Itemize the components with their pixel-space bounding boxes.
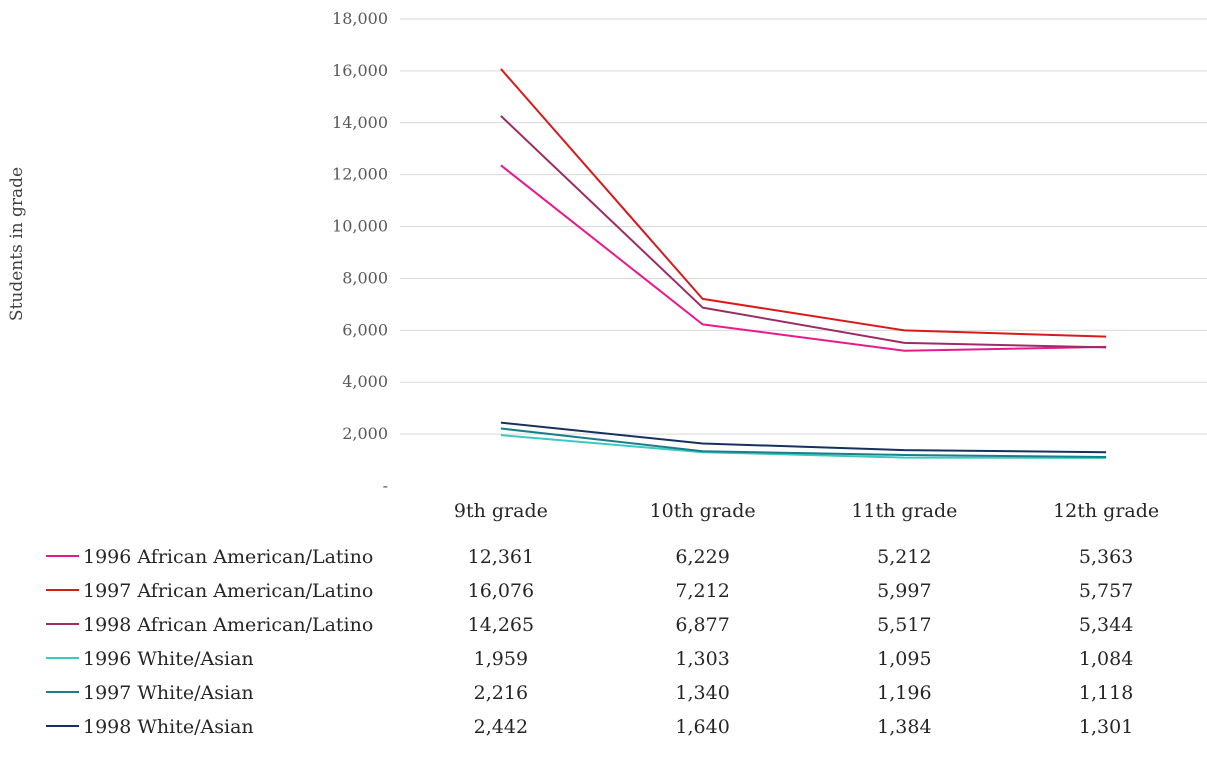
series-line [500,427,1107,458]
table-cell: 5,212 [877,546,931,568]
table-cell: 5,997 [877,580,931,602]
y-axis-label: Students in grade [7,167,27,321]
series-name: 1998 White/Asian [83,716,254,738]
y-tick-label: 4,000 [342,372,388,391]
y-tick-label: 6,000 [342,320,388,339]
y-tick-label: 16,000 [332,61,388,80]
table-cell: 5,517 [877,614,931,636]
series-lines [500,68,1107,459]
table-cell: 2,216 [474,682,528,704]
x-category-label: 10th grade [650,500,756,522]
series-name: 1998 African American/Latino [83,614,373,636]
table-cell: 1,384 [877,716,931,738]
series-name: 1997 White/Asian [83,682,254,704]
table-cell: 7,212 [675,580,729,602]
table-cell: 12,361 [468,546,534,568]
series-name: 1997 African American/Latino [83,580,373,602]
series-line [500,421,1107,454]
table-cell: 1,118 [1079,682,1133,704]
table-cell: 5,363 [1079,546,1133,568]
gridlines [400,18,1207,435]
y-tick-label: 12,000 [332,165,388,184]
table-cell: 2,442 [474,716,528,738]
series-line [500,68,1107,338]
y-tick-label: 10,000 [332,217,388,236]
series-name: 1996 White/Asian [83,648,254,670]
table-cell: 1,196 [877,682,931,704]
table-cell: 16,076 [468,580,534,602]
series-line [500,164,1107,352]
table-cell: 1,959 [474,648,528,670]
series-name: 1996 African American/Latino [83,546,373,568]
table-cell: 6,229 [675,546,729,568]
y-tick-label: 8,000 [342,268,388,287]
x-category-label: 12th grade [1053,500,1159,522]
table-cell: 1,303 [675,648,729,670]
table-cell: 1,340 [675,682,729,704]
table-cell: 6,877 [675,614,729,636]
y-tick-label: 14,000 [332,113,388,132]
data-table: 1996 African American/Latino 12,361 6,229 5… [46,546,1133,738]
y-tick-label: 18,000 [332,9,388,28]
table-cell: 14,265 [468,614,534,636]
x-category-label: 9th grade [454,500,548,522]
x-category-label: 11th grade [851,500,957,522]
table-cell: 1,640 [675,716,729,738]
x-axis-categories: 9th grade 10th grade 11th grade 12th grade [454,500,1159,522]
table-cell: 5,757 [1079,580,1133,602]
y-tick-label: - [383,476,388,495]
y-axis-ticks: - 2,000 4,000 6,000 8,000 10,000 12,000 14,000 1… [332,9,388,495]
table-cell: 1,301 [1079,716,1133,738]
y-tick-label: 2,000 [342,424,388,443]
table-cell: 1,095 [877,648,931,670]
series-line [500,115,1107,349]
series-line [500,434,1107,459]
table-cell: 1,084 [1079,648,1133,670]
table-cell: 5,344 [1079,614,1133,636]
